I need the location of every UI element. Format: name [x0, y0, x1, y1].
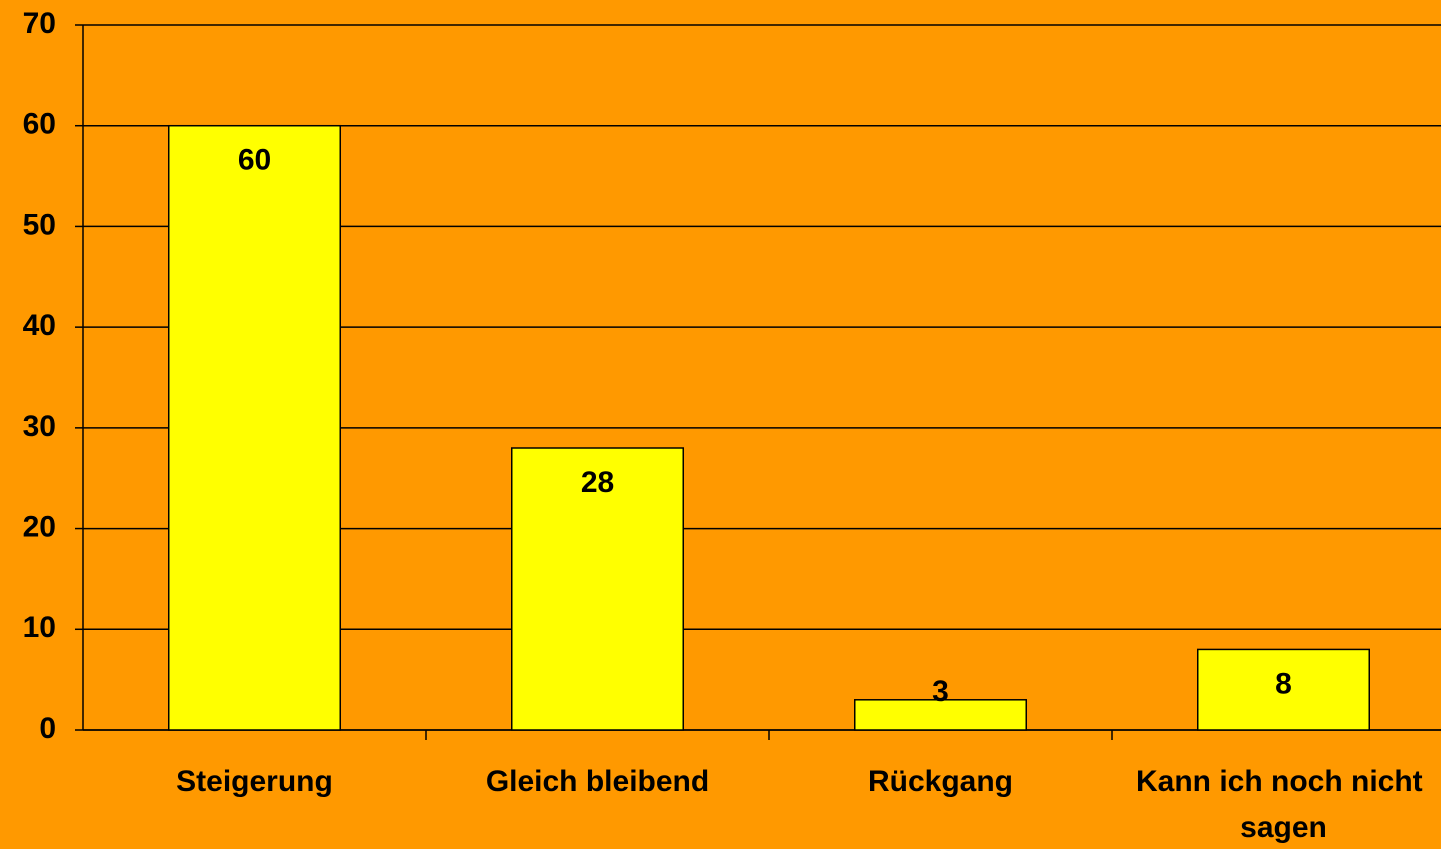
x-tick-label: Gleich bleibend	[486, 765, 709, 798]
y-tick-label: 70	[23, 7, 56, 40]
bar	[1197, 648, 1370, 731]
y-tick-label: 0	[39, 712, 56, 745]
bar	[511, 447, 684, 731]
y-tick-label: 30	[23, 410, 56, 443]
y-tick-label: 10	[23, 611, 56, 644]
label-line: Kann ich noch nicht	[1136, 765, 1431, 798]
x-tick-label: Steigerung	[176, 765, 333, 798]
bar	[854, 699, 1027, 731]
x-tick-label: Kann ich noch nicht sagen	[1136, 765, 1431, 844]
value-label: 8	[1275, 667, 1292, 700]
y-tick-label: 60	[23, 108, 56, 141]
label-line: sagen	[1240, 811, 1327, 844]
y-tick-label: 50	[23, 208, 56, 241]
value-label: 3	[932, 675, 949, 708]
y-tick-label: 40	[23, 309, 56, 342]
bar	[168, 124, 341, 731]
y-tick-label: 20	[23, 510, 56, 543]
value-label: 28	[581, 466, 614, 499]
value-label: 60	[238, 144, 271, 177]
x-tick-label: Rückgang	[868, 765, 1013, 798]
